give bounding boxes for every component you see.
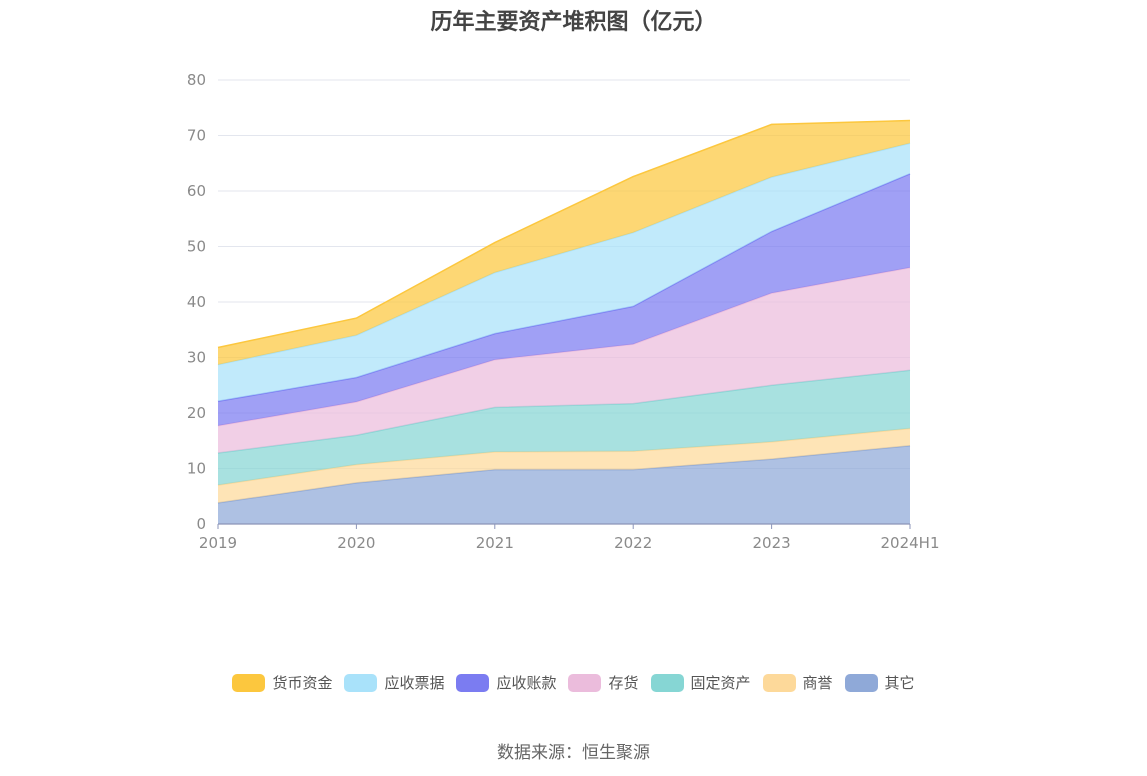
data-source: 数据来源：恒生聚源 <box>497 743 650 763</box>
x-tick-label: 2021 <box>476 534 514 552</box>
legend-label: 存货 <box>608 674 639 692</box>
legend-label: 其它 <box>884 674 915 692</box>
legend-swatch <box>568 673 602 692</box>
legend-swatch <box>232 673 266 692</box>
legend-label: 固定资产 <box>690 674 751 692</box>
area-series <box>217 119 911 524</box>
axes <box>217 523 911 529</box>
y-tick-label: 30 <box>187 349 206 367</box>
y-tick-label: 80 <box>187 71 206 89</box>
legend-label: 商誉 <box>802 674 833 692</box>
y-tick-label: 0 <box>196 515 206 533</box>
y-tick-label: 10 <box>187 460 206 478</box>
y-axis-ticks: 0 10 20 30 40 50 60 70 80 <box>187 71 206 533</box>
legend-item[interactable]: 存货 <box>568 672 639 693</box>
x-tick-label: 2019 <box>199 534 237 552</box>
area-1 <box>218 428 910 503</box>
legend-swatch <box>650 673 684 692</box>
legend-swatch <box>844 673 878 692</box>
x-tick-label: 2023 <box>753 534 791 552</box>
x-axis-ticks: 2019 2020 2021 2022 2023 2024H1 <box>199 534 940 552</box>
area-6 <box>218 120 910 365</box>
area-5 <box>218 143 910 402</box>
x-tick-label: 2020 <box>337 534 375 552</box>
legend-swatch <box>344 673 378 692</box>
legend-label: 货币资金 <box>272 674 333 692</box>
y-tick-label: 40 <box>187 293 206 311</box>
x-tick-label: 2024H1 <box>881 534 940 552</box>
legend-swatch <box>456 673 490 692</box>
area-3 <box>218 267 910 453</box>
legend-item[interactable]: 固定资产 <box>650 672 751 693</box>
y-tick-label: 70 <box>187 127 206 145</box>
legend-item[interactable]: 其它 <box>844 672 915 693</box>
legend-item[interactable]: 应收票据 <box>344 672 444 693</box>
area-0 <box>218 445 910 524</box>
legend-swatch <box>762 673 796 692</box>
area-4 <box>218 173 910 426</box>
x-tick-label: 2022 <box>614 534 652 552</box>
area-line-6 <box>217 119 911 349</box>
y-tick-label: 20 <box>187 404 206 422</box>
legend-item[interactable]: 商誉 <box>762 672 833 693</box>
area-2 <box>218 370 910 486</box>
legend-item[interactable]: 应收账款 <box>456 672 556 693</box>
legend-label: 应收账款 <box>496 674 557 692</box>
legend-item[interactable]: 货币资金 <box>232 672 332 693</box>
y-tick-label: 50 <box>187 238 206 256</box>
chart-title: 历年主要资产堆积图（亿元） <box>430 10 717 35</box>
legend-label: 应收票据 <box>384 674 445 692</box>
legend: 货币资金 应收票据 应收账款 存货 固定资产 商誉 其它 <box>0 672 1147 693</box>
y-tick-label: 60 <box>187 182 206 200</box>
